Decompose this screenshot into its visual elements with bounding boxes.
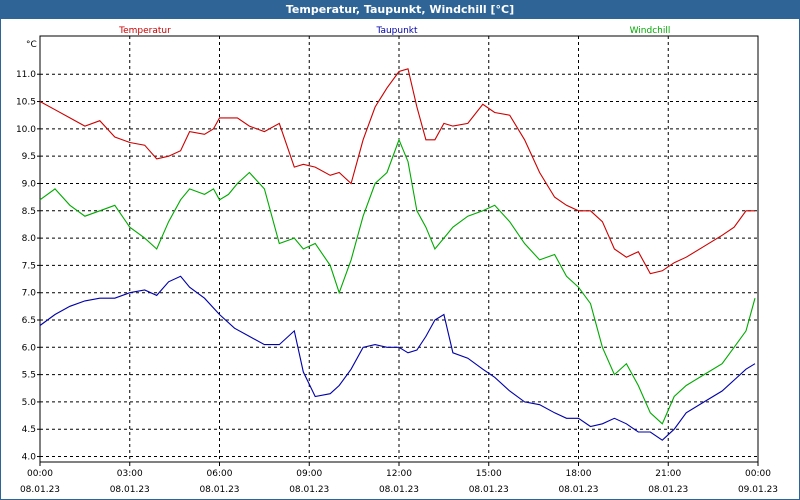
y-tick-label: 8.0 [22, 234, 37, 244]
y-tick-label: 11.0 [16, 70, 36, 80]
x-tick-time-label: 09:00 [296, 469, 322, 479]
x-tick-time-label: 12:00 [386, 469, 412, 479]
x-tick-time-label: 00:00 [27, 469, 53, 479]
y-tick-label: 9.0 [22, 179, 37, 189]
series-line-temperatur [39, 68, 755, 275]
y-axis-ticks: 4.0 4.5 5.0 5.5 6.0 6.5 7.0 7.5 8.0 8.5 9.0 9.5 10.0… [16, 70, 40, 463]
x-tick-date-label: 08.01.23 [110, 485, 150, 495]
y-tick-label: 4.5 [22, 425, 36, 435]
y-tick-label: 8.5 [22, 207, 36, 217]
x-tick-date-label: 08.01.23 [289, 485, 329, 495]
y-tick-label: 10.5 [16, 98, 36, 108]
x-tick-time-label: 15:00 [476, 469, 502, 479]
x-tick-time-label: 18:00 [566, 469, 592, 479]
y-tick-label: 6.5 [22, 316, 36, 326]
y-tick-label: 10.0 [16, 125, 36, 135]
x-tick-date-label: 08.01.23 [648, 485, 688, 495]
x-tick-date-label: 08.01.23 [199, 485, 239, 495]
x-tick-date-label: 08.01.23 [558, 485, 598, 495]
x-tick-date-label: 08.01.23 [20, 485, 60, 495]
legend-entry-windchill: Windchill [630, 26, 671, 36]
series-line-windchill [39, 138, 756, 425]
x-tick-date-label: 08.01.23 [469, 485, 509, 495]
y-axis-unit-label: °C [26, 40, 37, 50]
y-tick-label: 7.5 [22, 261, 36, 271]
chart-title: Temperatur, Taupunkt, Windchill [°C] [1, 1, 799, 19]
x-tick-date-label: 08.01.23 [379, 485, 419, 495]
y-tick-label: 4.0 [22, 453, 37, 463]
legend-entry-taupunkt: Taupunkt [375, 26, 418, 36]
y-tick-label: 7.0 [22, 289, 37, 299]
y-tick-label: 5.5 [22, 371, 36, 381]
x-tick-time-label: 06:00 [207, 469, 233, 479]
y-tick-label: 6.0 [22, 343, 37, 353]
series [39, 68, 756, 441]
y-tick-label: 5.0 [22, 398, 37, 408]
x-axis-ticks: 00:00 08.01.23 03:00 08.01.23 06:00 08.01.23 0… [20, 462, 778, 495]
legend-entry-temperatur: Temperatur [118, 26, 171, 36]
grid [40, 36, 758, 462]
legend: Temperatur Taupunkt Windchill [118, 26, 670, 36]
series-line-taupunkt [39, 275, 756, 441]
y-tick-label: 9.5 [22, 152, 36, 162]
x-tick-time-label: 21:00 [655, 469, 681, 479]
x-tick-time-label: 00:00 [745, 469, 771, 479]
x-tick-date-label: 09.01.23 [738, 485, 778, 495]
x-tick-time-label: 03:00 [117, 469, 143, 479]
